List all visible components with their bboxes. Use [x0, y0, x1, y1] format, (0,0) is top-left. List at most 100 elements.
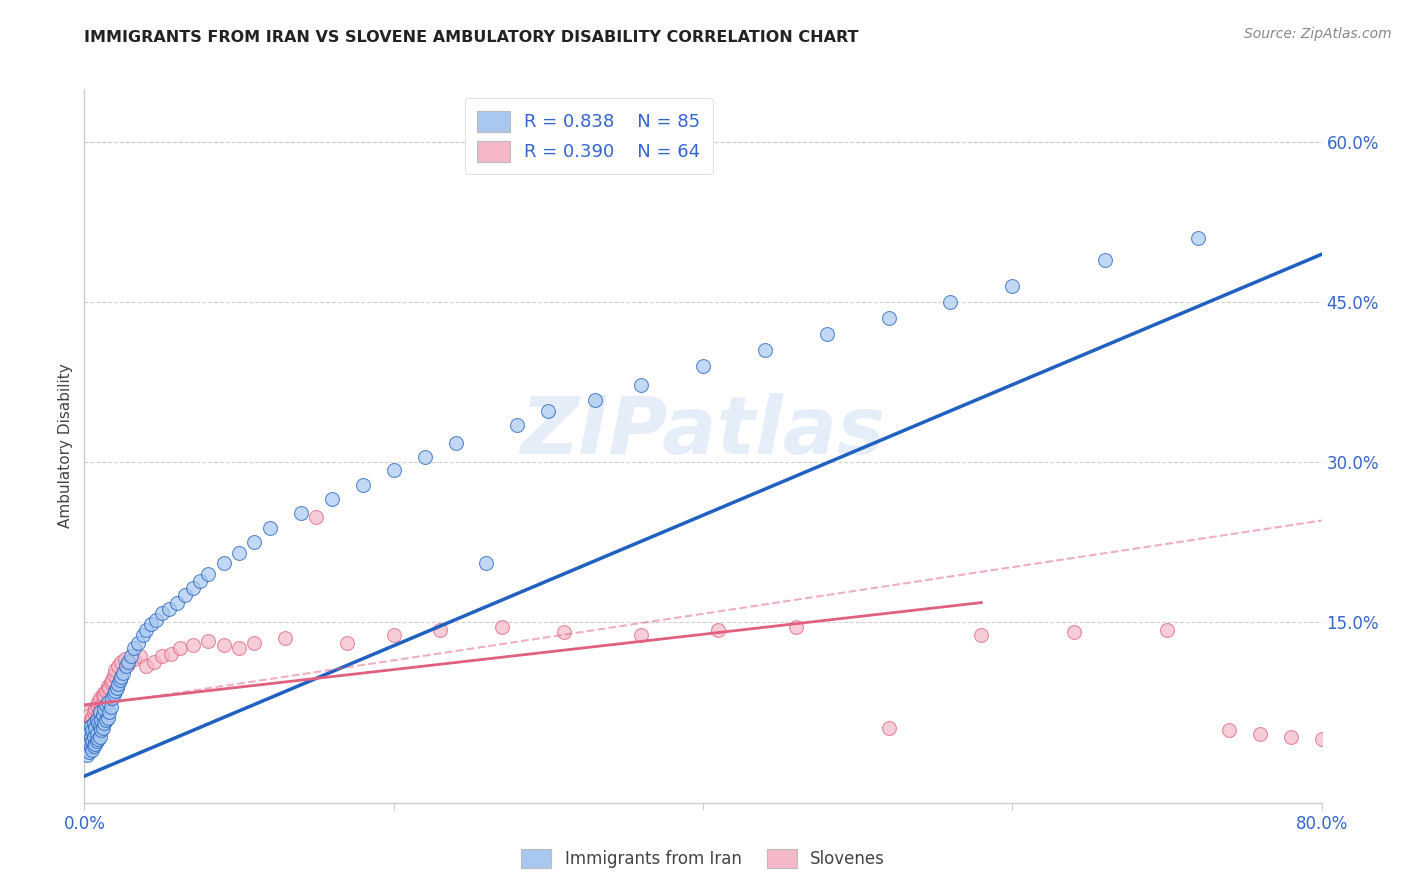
Point	[89, 719, 111, 733]
Point	[707, 624, 730, 638]
Point	[1249, 726, 1271, 740]
Point	[77, 719, 100, 733]
Point	[107, 659, 129, 673]
Point	[139, 616, 162, 631]
Point	[143, 655, 166, 669]
Point	[785, 620, 807, 634]
Point	[89, 706, 111, 720]
Point	[86, 698, 108, 712]
Point	[877, 721, 900, 735]
Point	[98, 681, 121, 695]
Point	[87, 695, 110, 709]
Point	[243, 636, 266, 650]
Point	[197, 566, 219, 581]
Point	[97, 695, 120, 709]
Point	[77, 708, 100, 723]
Point	[815, 327, 838, 342]
Point	[77, 745, 100, 759]
Point	[128, 636, 150, 650]
Point	[89, 730, 111, 744]
Point	[228, 545, 250, 559]
Point	[1218, 723, 1240, 738]
Text: ZIPatlas: ZIPatlas	[520, 392, 886, 471]
Point	[413, 450, 436, 464]
Point	[90, 723, 112, 738]
Point	[970, 627, 993, 641]
Point	[537, 404, 560, 418]
Point	[76, 715, 98, 730]
Point	[150, 648, 173, 663]
Point	[83, 739, 105, 754]
Point	[103, 687, 125, 701]
Point	[321, 492, 343, 507]
Point	[93, 715, 115, 730]
Point	[1094, 252, 1116, 267]
Point	[82, 710, 104, 724]
Point	[132, 627, 155, 641]
Point	[166, 596, 188, 610]
Point	[89, 706, 111, 720]
Point	[83, 715, 105, 730]
Point	[84, 715, 107, 730]
Point	[79, 740, 101, 755]
Point	[79, 713, 101, 727]
Point	[382, 627, 405, 641]
Point	[877, 311, 900, 326]
Point	[87, 731, 110, 746]
Point	[159, 602, 181, 616]
Point	[86, 734, 108, 748]
Point	[76, 721, 98, 735]
Y-axis label: Ambulatory Disability: Ambulatory Disability	[58, 364, 73, 528]
Point	[93, 702, 115, 716]
Point	[197, 634, 219, 648]
Point	[82, 742, 104, 756]
Point	[90, 713, 112, 727]
Point	[305, 510, 328, 524]
Point	[630, 378, 652, 392]
Point	[76, 723, 98, 738]
Point	[274, 631, 297, 645]
Point	[290, 506, 312, 520]
Point	[104, 663, 127, 677]
Point	[87, 715, 110, 730]
Point	[100, 700, 122, 714]
Point	[83, 719, 105, 733]
Point	[228, 641, 250, 656]
Point	[82, 734, 104, 748]
Point	[243, 534, 266, 549]
Legend: R = 0.838    N = 85, R = 0.390    N = 64: R = 0.838 N = 85, R = 0.390 N = 64	[464, 98, 713, 174]
Point	[583, 393, 606, 408]
Legend: Immigrants from Iran, Slovenes: Immigrants from Iran, Slovenes	[515, 842, 891, 875]
Point	[259, 521, 281, 535]
Point	[352, 478, 374, 492]
Point	[82, 723, 104, 738]
Point	[84, 737, 107, 751]
Point	[939, 295, 962, 310]
Point	[87, 708, 110, 723]
Point	[1156, 624, 1178, 638]
Point	[98, 706, 121, 720]
Point	[75, 742, 97, 756]
Point	[94, 713, 117, 727]
Point	[135, 624, 157, 638]
Point	[101, 691, 124, 706]
Point	[79, 730, 101, 744]
Point	[1001, 279, 1024, 293]
Point	[79, 719, 101, 733]
Point	[90, 700, 112, 714]
Point	[91, 721, 114, 735]
Point	[77, 737, 100, 751]
Point	[91, 687, 114, 701]
Point	[89, 691, 111, 706]
Point	[475, 556, 498, 570]
Point	[104, 684, 127, 698]
Point	[107, 676, 129, 690]
Point	[110, 670, 132, 684]
Point	[93, 690, 115, 704]
Point	[169, 641, 191, 656]
Point	[212, 638, 235, 652]
Point	[120, 648, 142, 663]
Point	[76, 731, 98, 746]
Point	[97, 710, 120, 724]
Point	[150, 606, 173, 620]
